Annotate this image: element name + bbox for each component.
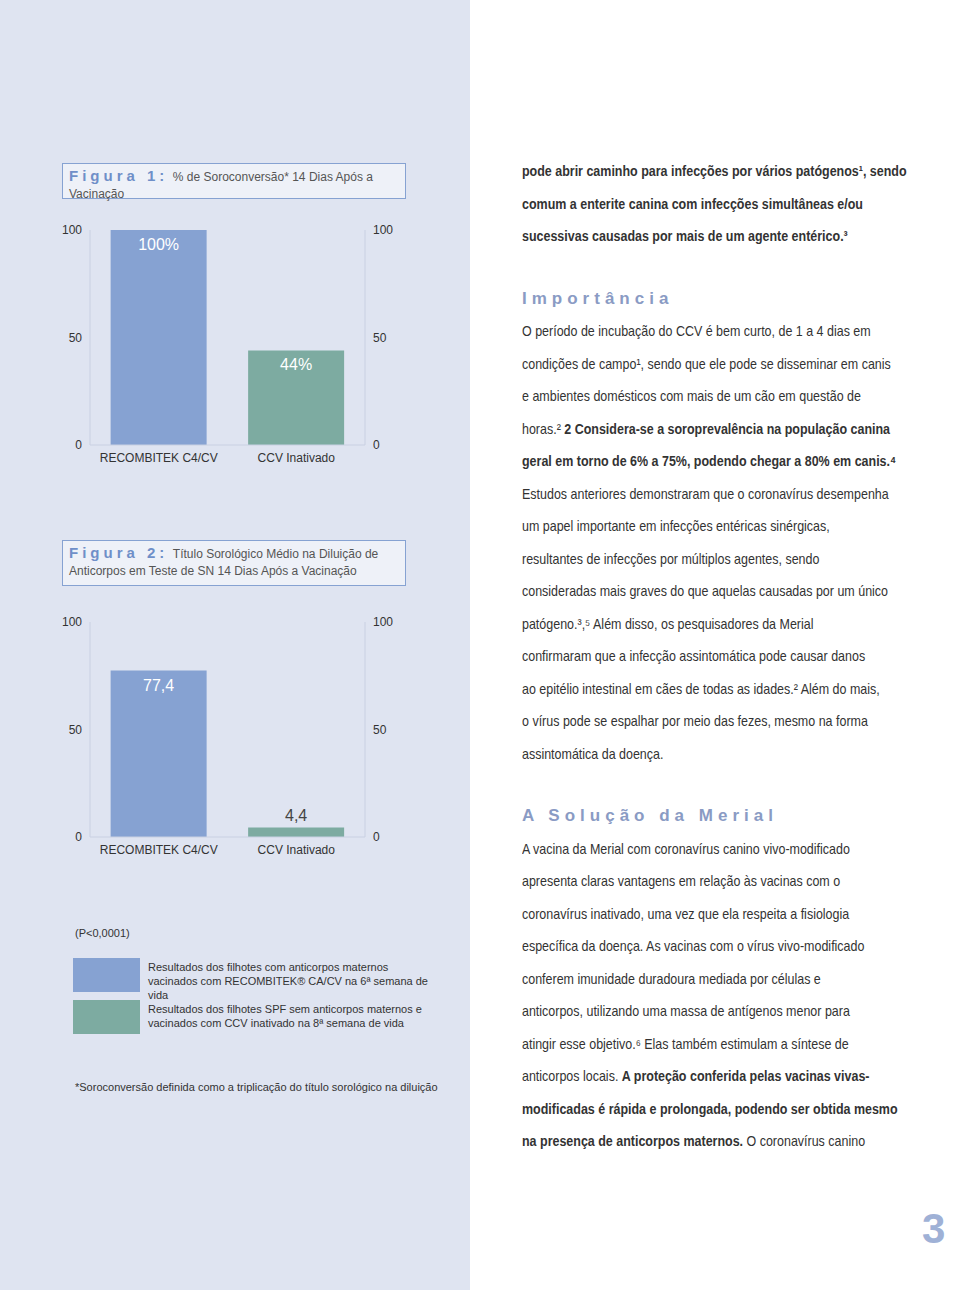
- svg-text:0: 0: [75, 830, 82, 844]
- html-text:anticorpos, utilizando uma mas: anticorpos, utilizando uma massa de antí…: [522, 1003, 850, 1019]
- svg-text:4,4: 4,4: [285, 807, 307, 824]
- svg-text:50: 50: [69, 331, 83, 345]
- html-text:um papel importante em infecçõ: um papel importante em infecções entéric…: [522, 518, 830, 534]
- svg-text:RECOMBITEK C4/CV: RECOMBITEK C4/CV: [100, 451, 218, 465]
- html-text:condições de campo¹, sendo que: condições de campo¹, sendo que ele pode …: [522, 355, 891, 372]
- html-text:confirmaram que a infecção ass: confirmaram que a infecção assintomática…: [522, 648, 866, 664]
- html-text:patógeno.³,⁵ Além disso, os pe: patógeno.³,⁵ Além disso, os pesquisadore…: [522, 615, 814, 632]
- html-text:anticorpos locais. A proteção: anticorpos locais. A proteção conferida …: [522, 1068, 870, 1084]
- svg-text:77,4: 77,4: [143, 677, 174, 694]
- html-text:específica da doença. As vacin: específica da doença. As vacinas com o v…: [522, 938, 865, 954]
- html-text:o vírus pode se espalhar por m: o vírus pode se espalhar por meio das fe…: [522, 713, 868, 729]
- html-text:coronavírus inativado, uma vez: coronavírus inativado, uma vez que ela r…: [522, 905, 850, 922]
- html-text:ao epitélio intestinal em cães: ao epitélio intestinal em cães de todas …: [522, 680, 880, 697]
- html-text:horas.² 2 Considera-se a sorop: horas.² 2 Considera-se a soroprevalência…: [522, 420, 890, 437]
- svg-text:44%: 44%: [280, 356, 312, 373]
- html-text:e ambientes domésticos com mai: e ambientes domésticos com mais de um cã…: [522, 388, 861, 404]
- html-text:(P<0,0001): (P<0,0001): [75, 927, 130, 939]
- html-text:na presença de anticorpos mate: na presença de anticorpos maternos. O co…: [522, 1133, 866, 1149]
- svg-text:0: 0: [373, 438, 380, 452]
- html-text:comum a enterite canina com in: comum a enterite canina com infecções si…: [522, 195, 863, 212]
- html-text:apresenta claras vantagens em: apresenta claras vantagens em relação às…: [522, 873, 841, 889]
- html-text:Resultados dos filhotes com an: Resultados dos filhotes com anticorpos m…: [148, 961, 428, 1001]
- html-text:atingir esse objetivo.⁶ Elas t: atingir esse objetivo.⁶ Elas também esti…: [522, 1035, 849, 1052]
- html-text:consideradas mais graves do qu: consideradas mais graves do que aquelas …: [522, 583, 888, 599]
- html-text:Figura 1: % de Soroconversão*: Figura 1: % de Soroconversão* 14 Dias Ap…: [69, 167, 373, 201]
- svg-text:100: 100: [62, 223, 82, 237]
- svg-text:CCV Inativado: CCV Inativado: [258, 843, 336, 857]
- html-text:Importância: Importância: [522, 288, 674, 308]
- svg-text:100: 100: [373, 615, 393, 629]
- html-text:assintomática da doença.: assintomática da doença.: [522, 745, 664, 762]
- html-text:conferem imunidade duradoura m: conferem imunidade duradoura mediada por…: [522, 970, 821, 987]
- svg-text:0: 0: [75, 438, 82, 452]
- html-text:3: 3: [922, 1205, 946, 1252]
- html-text:pode abrir caminho para infecç: pode abrir caminho para infecções por vá…: [522, 163, 907, 179]
- svg-text:RECOMBITEK C4/CV: RECOMBITEK C4/CV: [100, 843, 218, 857]
- html-text:Figura 2: Título Sorológico Mé: Figura 2: Título Sorológico Médio na Dil…: [69, 544, 379, 578]
- html-text:modificadas é rápida e prolong: modificadas é rápida e prolongada, poden…: [522, 1100, 898, 1117]
- svg-text:100: 100: [62, 615, 82, 629]
- svg-text:100: 100: [373, 223, 393, 237]
- html-text:sucessivas causadas por mais d: sucessivas causadas por mais de um agent…: [522, 228, 848, 244]
- svg-text:50: 50: [373, 723, 387, 737]
- html-text:Resultados dos filhotes SPF se: Resultados dos filhotes SPF sem anticorp…: [148, 1003, 422, 1029]
- html-text:A Solução da Merial: A Solução da Merial: [522, 806, 778, 825]
- svg-text:CCV Inativado: CCV Inativado: [258, 451, 336, 465]
- svg-text:0: 0: [373, 830, 380, 844]
- html-text:Estudos anteriores demonstrara: Estudos anteriores demonstraram que o co…: [522, 485, 889, 502]
- html-text:*Soroconversão definida como a: *Soroconversão definida como a triplicaç…: [75, 1081, 438, 1093]
- svg-text:50: 50: [373, 331, 387, 345]
- svg-text:50: 50: [69, 723, 83, 737]
- html-text:O período de incubação do CCV: O período de incubação do CCV é bem curt…: [522, 323, 871, 339]
- html-text:A vacina da Merial com coronav: A vacina da Merial com coronavírus canin…: [522, 840, 850, 857]
- html-text:geral em torno de 6% a 75%, po: geral em torno de 6% a 75%, podendo cheg…: [522, 453, 897, 469]
- svg-text:100%: 100%: [138, 236, 179, 253]
- html-text:resultantes de infecções por m: resultantes de infecções por múltiplos a…: [522, 550, 820, 567]
